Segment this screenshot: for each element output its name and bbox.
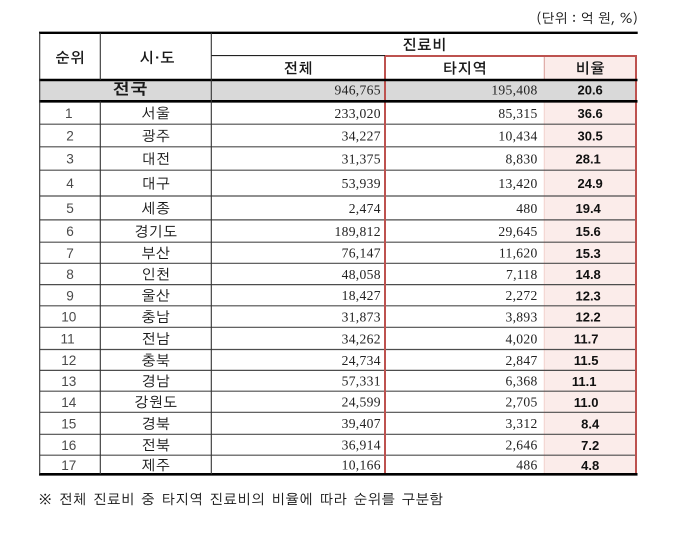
svg-text:20.6: 20.6	[577, 82, 602, 97]
svg-text:8: 8	[66, 267, 74, 282]
svg-text:11: 11	[61, 332, 75, 347]
svg-text:31,873: 31,873	[342, 309, 381, 324]
svg-text:946,765: 946,765	[335, 83, 381, 98]
svg-text:2,272: 2,272	[506, 288, 538, 303]
svg-text:14: 14	[61, 395, 77, 410]
svg-text:10,166: 10,166	[342, 458, 381, 473]
svg-text:85,315: 85,315	[498, 106, 537, 121]
svg-text:24.9: 24.9	[577, 176, 602, 191]
svg-text:57,331: 57,331	[342, 374, 381, 389]
svg-text:2: 2	[66, 129, 74, 144]
svg-text:36.6: 36.6	[577, 106, 602, 121]
svg-text:480: 480	[516, 201, 537, 216]
svg-text:24,734: 24,734	[342, 353, 381, 368]
svg-text:7: 7	[66, 246, 74, 261]
svg-text:12.3: 12.3	[575, 288, 600, 303]
svg-text:189,812: 189,812	[335, 224, 381, 239]
svg-text:34,262: 34,262	[342, 331, 381, 346]
svg-text:15.3: 15.3	[575, 246, 600, 261]
svg-text:48,058: 48,058	[342, 267, 381, 282]
svg-text:10,434: 10,434	[498, 128, 537, 143]
svg-text:4: 4	[66, 176, 74, 191]
svg-text:34,227: 34,227	[342, 128, 381, 143]
svg-text:24,599: 24,599	[342, 395, 381, 410]
svg-text:11.5: 11.5	[574, 353, 599, 368]
svg-text:1: 1	[65, 106, 73, 121]
svg-text:15: 15	[61, 416, 76, 431]
svg-text:13,420: 13,420	[498, 176, 537, 191]
svg-text:2,705: 2,705	[506, 395, 538, 410]
svg-text:8.4: 8.4	[581, 416, 600, 431]
svg-text:29,645: 29,645	[498, 224, 537, 239]
svg-text:195,408: 195,408	[491, 83, 537, 98]
svg-text:13: 13	[61, 374, 76, 389]
svg-text:233,020: 233,020	[335, 106, 381, 121]
svg-text:12: 12	[61, 353, 76, 368]
svg-text:18,427: 18,427	[342, 288, 381, 303]
svg-text:19.4: 19.4	[575, 201, 601, 216]
svg-text:7,118: 7,118	[506, 267, 538, 282]
svg-text:28.1: 28.1	[575, 152, 600, 167]
svg-text:15.6: 15.6	[575, 224, 600, 239]
svg-text:6,368: 6,368	[506, 374, 538, 389]
svg-text:10: 10	[61, 310, 77, 325]
svg-text:11.7: 11.7	[574, 332, 599, 347]
svg-text:11,620: 11,620	[499, 246, 538, 261]
svg-text:2,646: 2,646	[506, 438, 538, 453]
svg-text:3: 3	[66, 152, 74, 167]
svg-text:76,147: 76,147	[342, 246, 381, 261]
svg-text:53,939: 53,939	[342, 176, 381, 191]
svg-text:486: 486	[516, 458, 537, 473]
svg-text:30.5: 30.5	[577, 129, 602, 144]
svg-text:2,847: 2,847	[506, 353, 538, 368]
svg-text:11.1: 11.1	[572, 374, 597, 389]
svg-text:3,312: 3,312	[506, 416, 538, 431]
svg-text:31,375: 31,375	[342, 151, 381, 166]
svg-text:16: 16	[61, 438, 76, 453]
svg-text:11.0: 11.0	[574, 395, 599, 410]
svg-text:17: 17	[61, 458, 76, 473]
svg-text:8,830: 8,830	[506, 151, 538, 166]
svg-text:12.2: 12.2	[575, 310, 600, 325]
svg-text:9: 9	[66, 288, 74, 303]
svg-text:2,474: 2,474	[349, 201, 381, 216]
svg-text:4,020: 4,020	[506, 331, 538, 346]
svg-text:36,914: 36,914	[342, 438, 381, 453]
svg-text:3,893: 3,893	[506, 309, 538, 324]
svg-text:14.8: 14.8	[575, 267, 600, 282]
svg-text:39,407: 39,407	[342, 416, 381, 431]
svg-text:6: 6	[66, 224, 74, 239]
svg-text:4.8: 4.8	[581, 458, 599, 473]
svg-text:7.2: 7.2	[581, 438, 599, 453]
svg-text:5: 5	[66, 201, 74, 216]
